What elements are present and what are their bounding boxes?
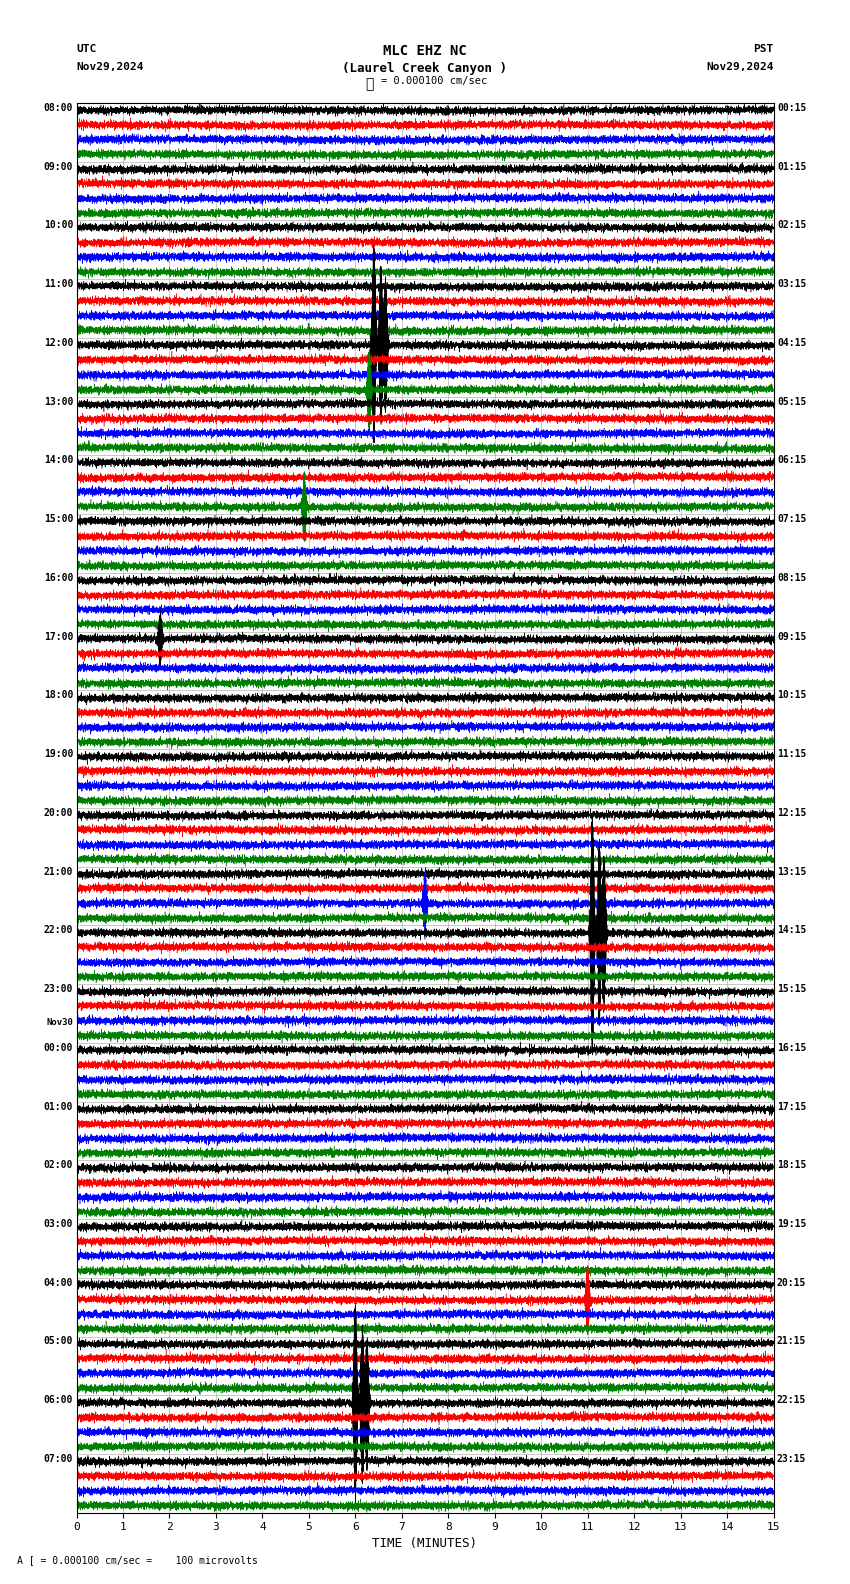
- Text: 02:15: 02:15: [777, 220, 807, 230]
- Text: 14:15: 14:15: [777, 925, 807, 935]
- Text: 21:15: 21:15: [777, 1337, 807, 1346]
- Text: Nov29,2024: Nov29,2024: [706, 62, 774, 71]
- Text: 11:15: 11:15: [777, 749, 807, 759]
- Text: 21:00: 21:00: [43, 866, 73, 876]
- Text: 09:00: 09:00: [43, 162, 73, 171]
- Text: Nov29,2024: Nov29,2024: [76, 62, 144, 71]
- Text: 18:00: 18:00: [43, 691, 73, 700]
- Text: 11:00: 11:00: [43, 279, 73, 290]
- Text: 17:00: 17:00: [43, 632, 73, 642]
- Text: 02:00: 02:00: [43, 1159, 73, 1171]
- Text: (Laurel Creek Canyon ): (Laurel Creek Canyon ): [343, 62, 507, 74]
- Text: 19:15: 19:15: [777, 1220, 807, 1229]
- Text: 05:15: 05:15: [777, 396, 807, 407]
- X-axis label: TIME (MINUTES): TIME (MINUTES): [372, 1536, 478, 1549]
- Text: 13:00: 13:00: [43, 396, 73, 407]
- Text: 05:00: 05:00: [43, 1337, 73, 1346]
- Text: 22:00: 22:00: [43, 925, 73, 935]
- Text: A [ = 0.000100 cm/sec =    100 microvolts: A [ = 0.000100 cm/sec = 100 microvolts: [17, 1555, 258, 1565]
- Text: 23:15: 23:15: [777, 1454, 807, 1464]
- Text: 06:15: 06:15: [777, 455, 807, 466]
- Text: 16:00: 16:00: [43, 573, 73, 583]
- Text: 19:00: 19:00: [43, 749, 73, 759]
- Text: 07:00: 07:00: [43, 1454, 73, 1464]
- Text: 03:00: 03:00: [43, 1220, 73, 1229]
- Text: 03:15: 03:15: [777, 279, 807, 290]
- Text: 20:15: 20:15: [777, 1278, 807, 1288]
- Text: 01:15: 01:15: [777, 162, 807, 171]
- Text: 06:00: 06:00: [43, 1396, 73, 1405]
- Text: 12:00: 12:00: [43, 337, 73, 348]
- Text: 08:15: 08:15: [777, 573, 807, 583]
- Text: 10:00: 10:00: [43, 220, 73, 230]
- Text: 01:00: 01:00: [43, 1101, 73, 1112]
- Text: 08:00: 08:00: [43, 103, 73, 112]
- Text: 09:15: 09:15: [777, 632, 807, 642]
- Text: 20:00: 20:00: [43, 808, 73, 817]
- Text: 22:15: 22:15: [777, 1396, 807, 1405]
- Text: MLC EHZ NC: MLC EHZ NC: [383, 44, 467, 59]
- Text: 04:00: 04:00: [43, 1278, 73, 1288]
- Text: ⎸: ⎸: [366, 78, 374, 92]
- Text: 15:15: 15:15: [777, 984, 807, 995]
- Text: 16:15: 16:15: [777, 1042, 807, 1053]
- Text: 18:15: 18:15: [777, 1159, 807, 1171]
- Text: UTC: UTC: [76, 44, 97, 54]
- Text: Nov30: Nov30: [46, 1019, 73, 1026]
- Text: 00:15: 00:15: [777, 103, 807, 112]
- Text: 04:15: 04:15: [777, 337, 807, 348]
- Text: 07:15: 07:15: [777, 515, 807, 524]
- Text: 12:15: 12:15: [777, 808, 807, 817]
- Text: 15:00: 15:00: [43, 515, 73, 524]
- Text: 23:00: 23:00: [43, 984, 73, 995]
- Text: PST: PST: [753, 44, 774, 54]
- Text: 10:15: 10:15: [777, 691, 807, 700]
- Text: 14:00: 14:00: [43, 455, 73, 466]
- Text: = 0.000100 cm/sec: = 0.000100 cm/sec: [381, 76, 487, 86]
- Text: 17:15: 17:15: [777, 1101, 807, 1112]
- Text: 13:15: 13:15: [777, 866, 807, 876]
- Text: 00:00: 00:00: [43, 1042, 73, 1053]
